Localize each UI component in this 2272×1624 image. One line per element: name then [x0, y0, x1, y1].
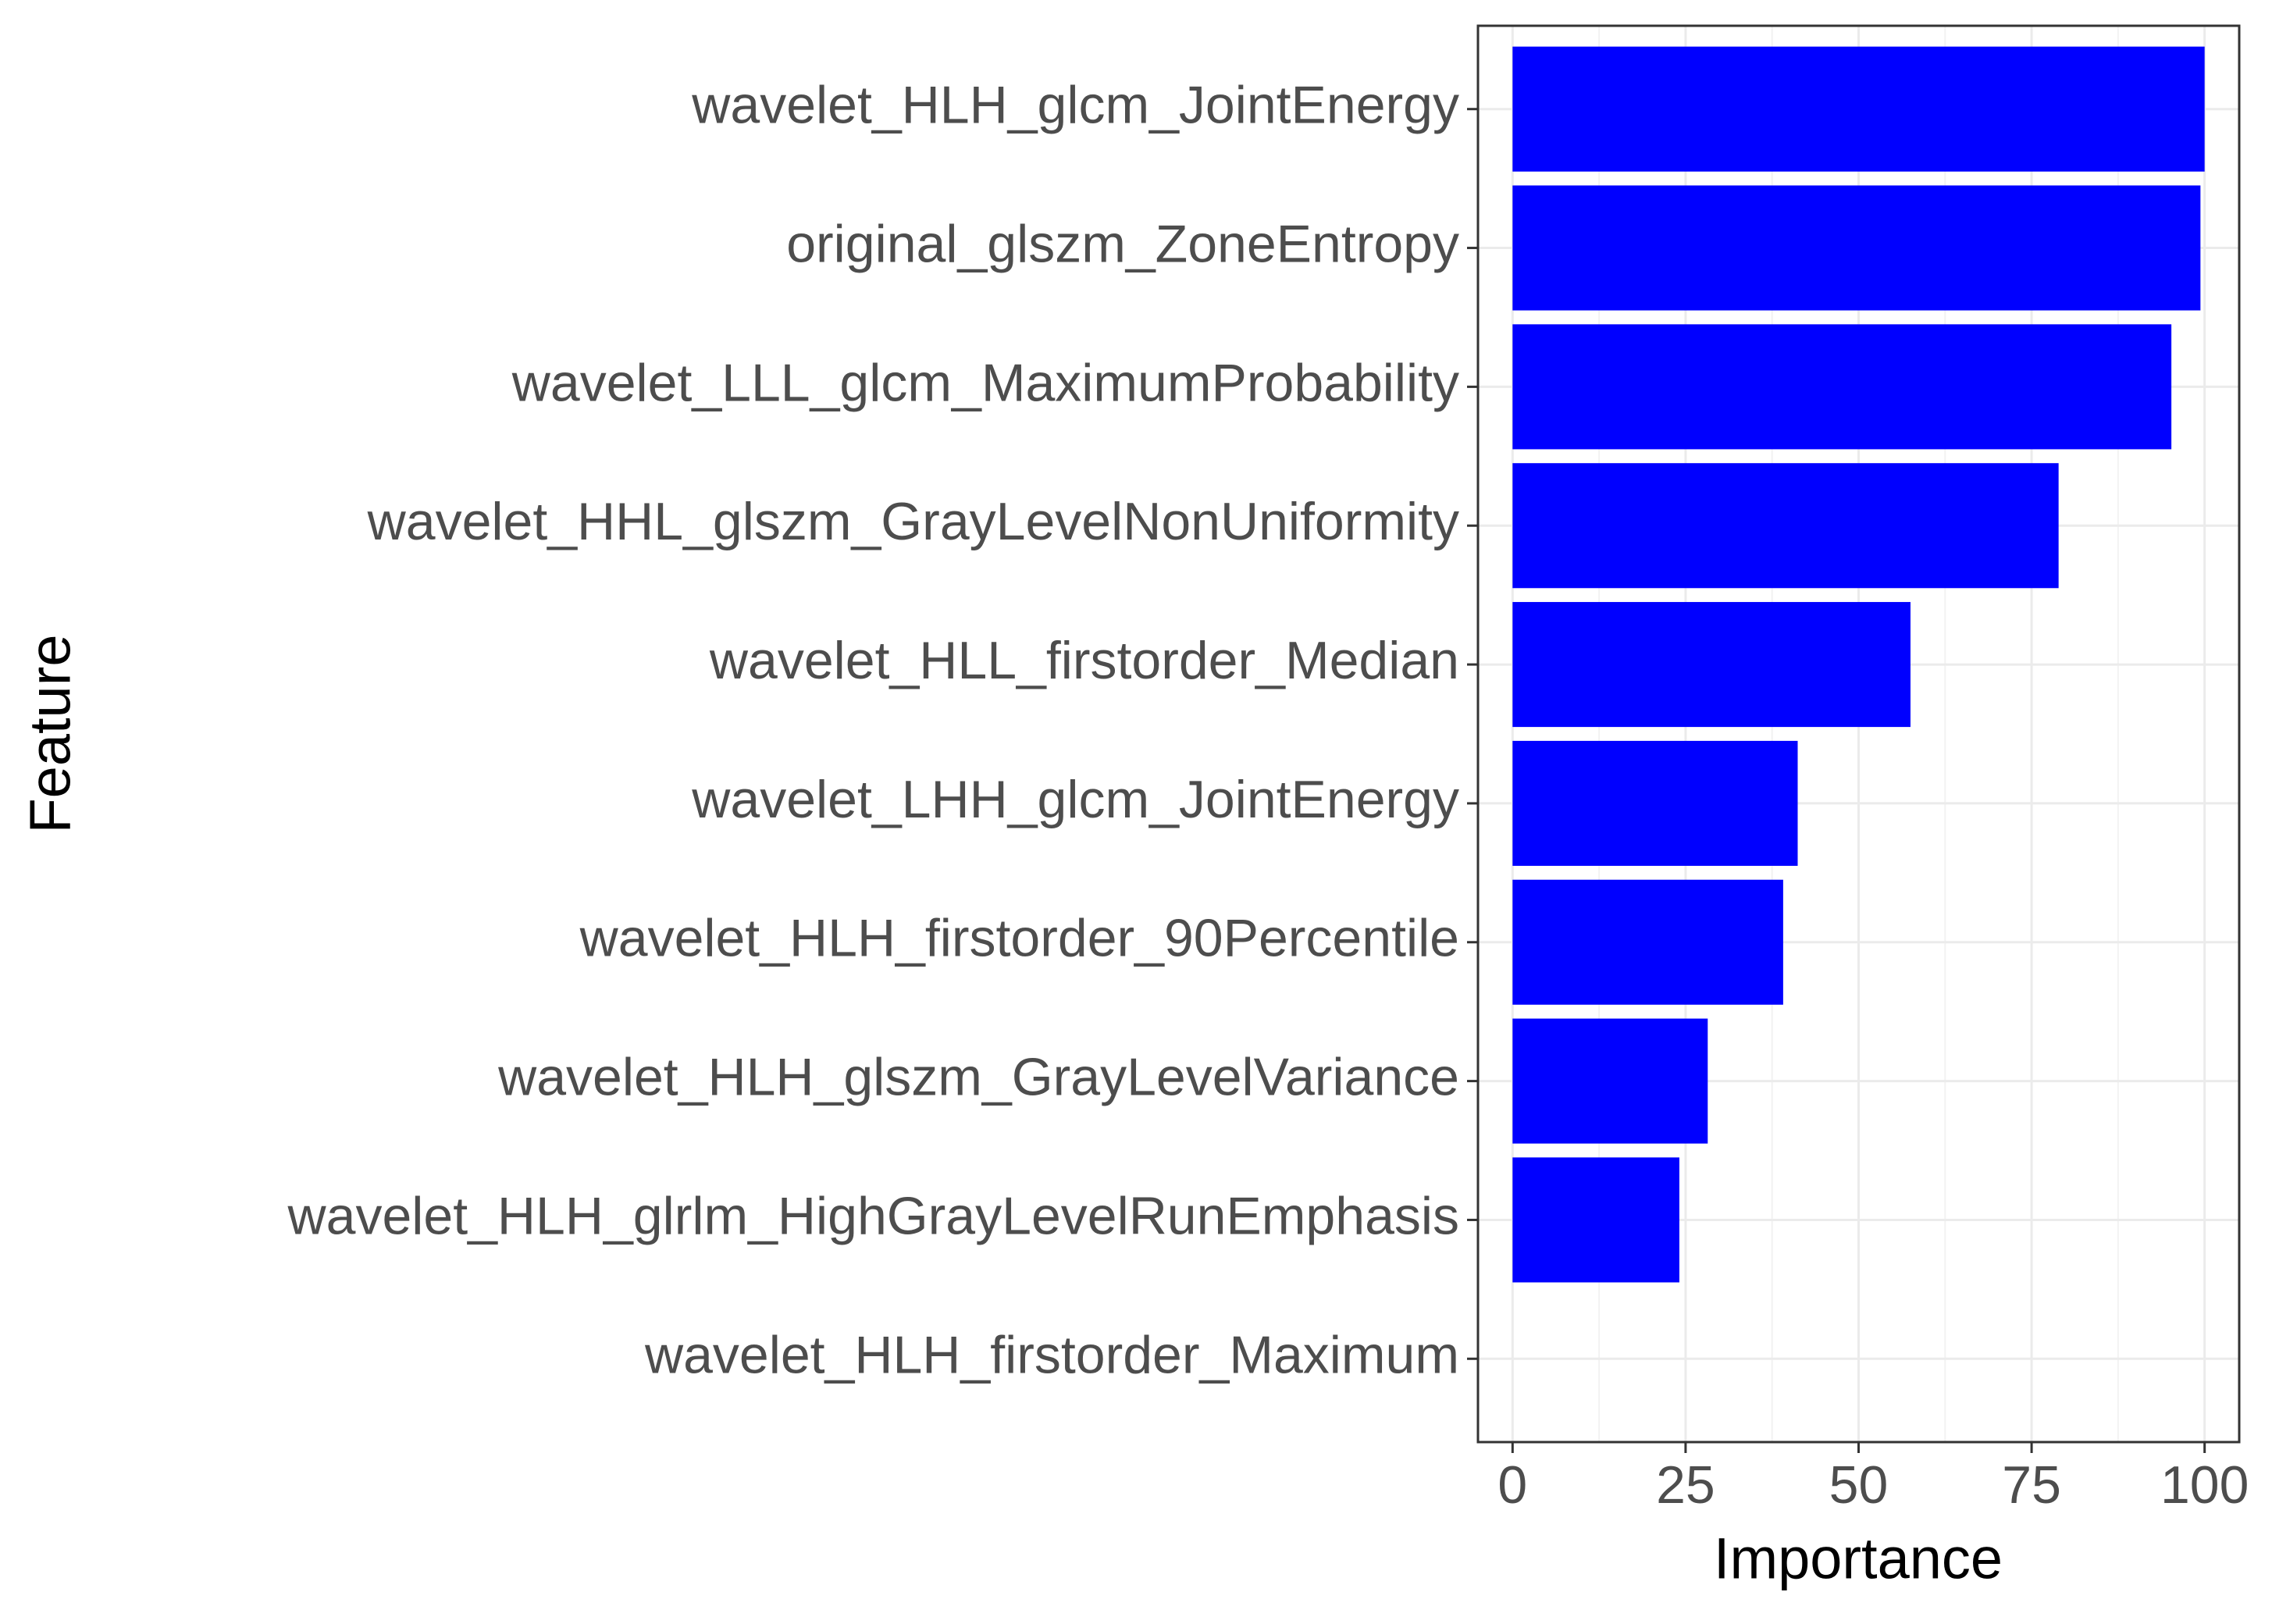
bar: [1512, 185, 2201, 311]
bar: [1512, 46, 2205, 172]
x-tick-label: 100: [2160, 1455, 2249, 1515]
bar: [1512, 463, 2059, 589]
bar: [1512, 602, 1911, 728]
plot-border: [1476, 24, 2241, 1444]
bar: [1512, 1018, 1708, 1144]
x-axis-title: Importance: [1714, 1526, 2003, 1591]
y-tick-label: wavelet_HLH_glcm_JointEnergy: [691, 76, 1459, 135]
y-tick-label: wavelet_HLH_glszm_GrayLevelVariance: [497, 1048, 1459, 1107]
y-tick-label: wavelet_HLH_firstorder_Maximum: [644, 1325, 1459, 1384]
y-tick-label: wavelet_HLH_glrlm_HighGrayLevelRunEmphas…: [287, 1186, 1459, 1245]
y-tick-label: wavelet_HHL_glszm_GrayLevelNonUniformity: [367, 492, 1459, 551]
y-tick-label: wavelet_HLL_firstorder_Median: [709, 631, 1459, 690]
y-tick-label: wavelet_HLH_firstorder_90Percentile: [579, 909, 1459, 968]
bar: [1512, 1157, 1679, 1283]
x-tick-label: 50: [1829, 1455, 1889, 1515]
y-tick-label: wavelet_LHH_glcm_JointEnergy: [691, 770, 1459, 829]
y-tick-label: original_glszm_ZoneEntropy: [786, 215, 1459, 274]
y-tick-label: wavelet_LLL_glcm_MaximumProbability: [511, 353, 1459, 412]
bar: [1512, 879, 1783, 1005]
y-axis-title: Feature: [18, 634, 83, 833]
x-tick-label: 75: [2002, 1455, 2061, 1515]
x-tick-label: 0: [1497, 1455, 1527, 1515]
x-tick-label: 25: [1656, 1455, 1715, 1515]
bar: [1512, 324, 2172, 450]
bar: [1512, 740, 1798, 866]
